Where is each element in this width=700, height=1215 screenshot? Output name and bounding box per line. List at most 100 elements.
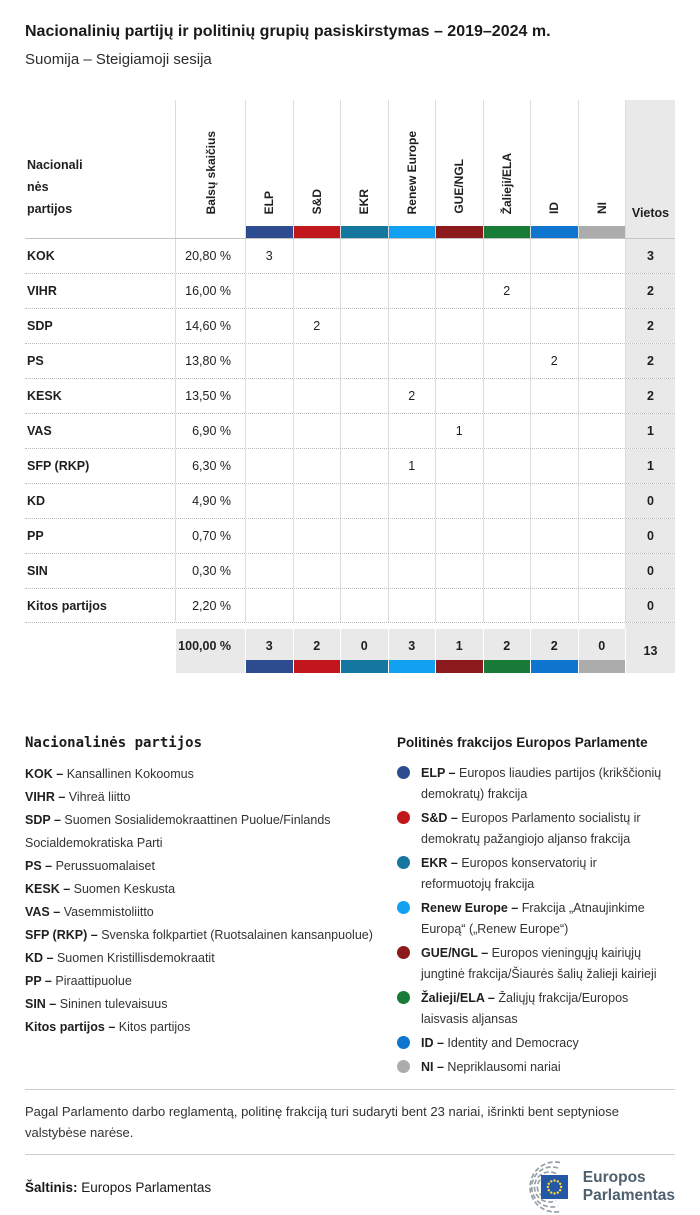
group-seats-cell-renew-europe <box>387 344 436 378</box>
group-seats-cell-renew-europe <box>387 239 436 273</box>
group-seats-cell-renew-europe <box>387 309 436 343</box>
group-color-dot-icon <box>397 811 410 824</box>
total-group-color-bar-elp <box>246 660 293 673</box>
legend-item-abbr: Kitos partijos – <box>25 1020 116 1034</box>
party-name-cell: KOK <box>27 249 55 263</box>
legend-item: EKR – Europos konservatorių ir reformuot… <box>397 853 675 895</box>
legend-item-abbr: KESK – <box>25 882 71 896</box>
group-seats-cell-s-d <box>292 449 341 483</box>
party-name-cell: KESK <box>27 389 62 403</box>
total-group-cell-gue-ngl: 1 <box>435 629 483 673</box>
group-color-bar-id <box>530 226 578 238</box>
group-seats-cell-alieji-ela <box>482 519 531 553</box>
legend-item: SIN – Sininen tulevaisuus <box>25 993 397 1016</box>
group-seats-cell-gue-ngl <box>435 379 483 413</box>
group-seats-cell-gue-ngl <box>435 589 483 622</box>
seats-cell: 2 <box>625 344 675 378</box>
group-seats-cell-ni <box>577 309 626 343</box>
legend-item-abbr: Žalieji/ELA – <box>421 991 495 1005</box>
col-header-votes: Balsų skaičius <box>175 100 245 226</box>
party-name-cell: SFP (RKP) <box>27 459 90 473</box>
group-seats-cell-s-d <box>292 274 341 308</box>
col-header-group-elp: ELP <box>245 100 293 226</box>
legend-item-abbr: S&D – <box>421 811 458 825</box>
source-row: Šaltinis: Europos Parlamentas <box>25 1159 675 1215</box>
group-color-bar-alieji-ela <box>482 226 530 238</box>
votes-cell: 13,80 % <box>175 344 245 378</box>
total-group-color-bar-alieji-ela <box>483 660 530 673</box>
ep-hemicycle-flag-icon <box>528 1161 568 1213</box>
legend-item-name: Piraattipuolue <box>55 974 132 988</box>
legend-item-name: Suomen Keskusta <box>73 882 176 896</box>
total-group-cell-alieji-ela: 2 <box>482 629 530 673</box>
legend-item-abbr: EKR – <box>421 856 458 870</box>
legend-item: KD – Suomen Kristillisdemokraatit <box>25 947 397 970</box>
seats-cell: 0 <box>625 589 675 622</box>
legend-item: KOK – Kansallinen Kokoomus <box>25 763 397 786</box>
total-group-color-bar-gue-ngl <box>436 660 483 673</box>
table-gap-row <box>25 623 675 629</box>
group-seats-cell-ekr <box>340 554 388 588</box>
legend-item-name: Europos konservatorių ir reformuotojų fr… <box>421 856 597 891</box>
group-seats-cell-gue-ngl <box>435 274 483 308</box>
group-seats-cell-s-d <box>292 519 341 553</box>
group-seats-cell-id <box>530 449 578 483</box>
group-color-bar-s-d <box>292 226 340 238</box>
group-seats-cell-renew-europe <box>387 414 436 448</box>
seats-cell: 1 <box>625 449 675 483</box>
votes-cell: 13,50 % <box>175 379 245 413</box>
legend-item-abbr: SIN – <box>25 997 57 1011</box>
legend-item-abbr: VIHR – <box>25 790 66 804</box>
group-seats-cell-id <box>530 274 578 308</box>
page-subtitle: Suomija – Steigiamoji sesija <box>25 51 212 68</box>
political-groups-legend-items: ELP – Europos liaudies partijos (krikšči… <box>397 763 675 1078</box>
legend-item-name: Europos Parlamento socialistų ir demokra… <box>421 811 641 846</box>
group-seats-cell-gue-ngl <box>435 519 483 553</box>
group-seats-cell-gue-ngl <box>435 449 483 483</box>
total-group-color-bar-ekr <box>341 660 388 673</box>
group-seats-cell-ekr <box>340 589 388 622</box>
legend-item-abbr: KOK – <box>25 767 64 781</box>
legend-item: KESK – Suomen Keskusta <box>25 878 397 901</box>
group-seats-cell-ni <box>577 554 626 588</box>
col-header-group-ni: NI <box>577 100 626 226</box>
group-seats-cell-elp <box>245 519 293 553</box>
group-seats-cell-id <box>530 484 578 518</box>
total-group-cell-renew-europe: 3 <box>387 629 435 673</box>
group-seats-cell-ekr <box>340 484 388 518</box>
source-value: Europos Parlamentas <box>81 1179 212 1195</box>
group-seats-cell-elp <box>245 379 293 413</box>
total-group-color-bar-renew-europe <box>388 660 435 673</box>
ep-logo-text: Europos Parlamentas <box>582 1169 675 1204</box>
group-seats-cell-elp <box>245 449 293 483</box>
group-seats-cell-id <box>530 379 578 413</box>
legend-item: ELP – Europos liaudies partijos (krikšči… <box>397 763 675 805</box>
group-seats-cell-elp <box>245 554 293 588</box>
party-name-cell: SIN <box>27 564 48 578</box>
group-seats-cell-s-d: 2 <box>292 309 341 343</box>
legend-item: SDP – Suomen Sosialidemokraattinen Puolu… <box>25 809 397 855</box>
legend-item: ID – Identity and Democracy <box>397 1033 675 1054</box>
group-seats-cell-ekr <box>340 239 388 273</box>
total-group-cell-id: 2 <box>530 629 578 673</box>
table-row: KESK 13,50 % 2 2 <box>25 378 675 413</box>
legend-item: Kitos partijos – Kitos partijos <box>25 1016 397 1039</box>
legend-item-name: Identity and Democracy <box>447 1036 579 1050</box>
legend-item-name: Frakcija „Atnaujinkime Europą“ („Renew E… <box>421 901 645 936</box>
national-parties-legend: Nacionalinės partijos KOK – Kansallinen … <box>25 735 397 1081</box>
total-group-cell-ekr: 0 <box>340 629 388 673</box>
seats-cell: 3 <box>625 239 675 273</box>
group-seats-cell-elp <box>245 484 293 518</box>
col-header-national-parties: Nacionali nės partijos <box>27 158 83 216</box>
seats-table: Nacionali nės partijos Balsų skaičius EL… <box>25 100 675 673</box>
group-seats-cell-s-d <box>292 554 341 588</box>
party-name-cell: SDP <box>27 319 53 333</box>
group-color-dot-icon <box>397 991 410 1004</box>
legends-section: Nacionalinės partijos KOK – Kansallinen … <box>25 735 675 1081</box>
group-seats-cell-ekr <box>340 414 388 448</box>
legend-item-abbr: PP – <box>25 974 52 988</box>
group-color-dot-icon <box>397 1060 410 1073</box>
legend-item-abbr: SFP (RKP) – <box>25 928 98 942</box>
table-row: PS 13,80 % 2 2 <box>25 343 675 378</box>
